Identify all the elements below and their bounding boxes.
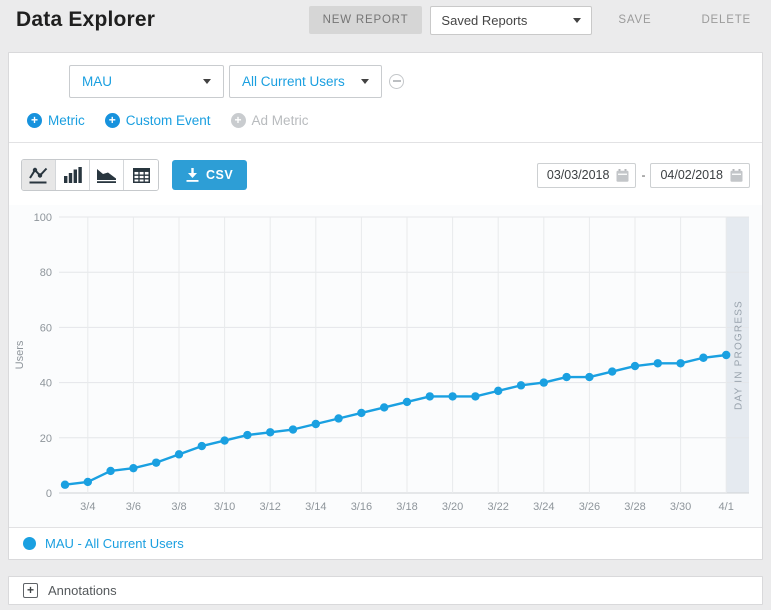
chart-type-line-button[interactable] bbox=[22, 160, 56, 190]
csv-label: CSV bbox=[206, 168, 234, 182]
svg-text:Users: Users bbox=[14, 340, 26, 369]
svg-text:40: 40 bbox=[40, 378, 52, 390]
header-actions: NEW REPORT Saved Reports SAVE DELETE bbox=[308, 5, 751, 35]
svg-text:3/30: 3/30 bbox=[670, 501, 691, 513]
svg-text:3/24: 3/24 bbox=[533, 501, 554, 513]
date-range-picker: 03/03/2018 - 04/02/2018 bbox=[536, 162, 750, 188]
save-button[interactable]: SAVE bbox=[618, 14, 652, 26]
svg-text:3/6: 3/6 bbox=[126, 501, 141, 513]
add-metric-button[interactable]: + Metric bbox=[27, 113, 85, 128]
svg-text:3/22: 3/22 bbox=[487, 501, 508, 513]
segment-dropdown[interactable]: All Current Users bbox=[229, 65, 382, 98]
chevron-down-icon bbox=[203, 79, 211, 84]
chart-area: 0 20 40 60 80 100 3/4 3/6 3/8 3/10 3/12 3/14 3/16 3/1… bbox=[9, 205, 762, 527]
svg-text:3/12: 3/12 bbox=[259, 501, 280, 513]
date-end-value: 04/02/2018 bbox=[660, 168, 723, 182]
svg-text:20: 20 bbox=[40, 433, 52, 445]
annotations-label: Annotations bbox=[48, 583, 117, 598]
svg-text:0: 0 bbox=[46, 488, 52, 500]
legend-dot bbox=[23, 537, 36, 550]
svg-text:80: 80 bbox=[40, 267, 52, 279]
add-custom-event-label: Custom Event bbox=[125, 113, 211, 128]
svg-text:3/14: 3/14 bbox=[305, 501, 326, 513]
plus-icon: + bbox=[104, 113, 120, 128]
bar-chart-icon bbox=[63, 167, 82, 183]
metric-dropdown[interactable]: MAU bbox=[69, 65, 224, 98]
svg-text:3/28: 3/28 bbox=[624, 501, 645, 513]
add-metric-label: Metric bbox=[48, 113, 85, 128]
remove-metric-button[interactable] bbox=[389, 74, 404, 89]
table-icon bbox=[132, 167, 150, 183]
delete-button[interactable]: DELETE bbox=[701, 14, 751, 26]
date-range-separator: - bbox=[641, 168, 646, 182]
date-start-value: 03/03/2018 bbox=[546, 168, 610, 182]
download-icon bbox=[186, 168, 199, 182]
svg-text:DAY IN PROGRESS: DAY IN PROGRESS bbox=[734, 300, 745, 410]
svg-text:3/8: 3/8 bbox=[171, 501, 186, 513]
svg-text:4/1: 4/1 bbox=[719, 501, 734, 513]
page-title: Data Explorer bbox=[16, 8, 156, 31]
legend-series-label[interactable]: MAU - All Current Users bbox=[45, 536, 184, 551]
svg-text:3/26: 3/26 bbox=[579, 501, 600, 513]
segment-dropdown-value: All Current Users bbox=[242, 74, 345, 89]
add-custom-event-button[interactable]: + Custom Event bbox=[104, 113, 211, 128]
chart-legend: MAU - All Current Users bbox=[9, 527, 762, 559]
chevron-down-icon bbox=[361, 79, 369, 84]
calendar-icon bbox=[616, 168, 629, 182]
csv-export-button[interactable]: CSV bbox=[172, 160, 248, 190]
area-chart-icon bbox=[97, 168, 116, 183]
add-ad-metric-label: Ad Metric bbox=[251, 113, 309, 128]
saved-reports-value: Saved Reports bbox=[441, 12, 528, 28]
date-end-input[interactable]: 04/02/2018 bbox=[650, 162, 750, 188]
expand-icon: + bbox=[23, 583, 38, 598]
svg-text:3/20: 3/20 bbox=[442, 501, 463, 513]
chart-type-bar-button[interactable] bbox=[56, 160, 90, 190]
section-divider bbox=[9, 142, 762, 143]
chevron-down-icon bbox=[573, 17, 582, 23]
chart-toolbar: CSV 03/03/2018 - 04/02/2018 bbox=[9, 143, 762, 201]
chart-type-table-button[interactable] bbox=[124, 160, 158, 190]
plus-icon: + bbox=[230, 113, 246, 128]
svg-text:60: 60 bbox=[40, 322, 52, 334]
calendar-icon bbox=[730, 168, 743, 182]
saved-reports-select[interactable]: Saved Reports bbox=[430, 5, 593, 35]
svg-text:3/16: 3/16 bbox=[351, 501, 372, 513]
add-ad-metric-button-disabled: + Ad Metric bbox=[230, 113, 309, 128]
annotations-toggle[interactable]: + Annotations bbox=[8, 576, 763, 605]
chart-type-switcher bbox=[21, 159, 159, 191]
metric-dropdown-value: MAU bbox=[82, 74, 112, 89]
new-report-button[interactable]: NEW REPORT bbox=[308, 6, 423, 34]
svg-text:3/10: 3/10 bbox=[214, 501, 235, 513]
plus-icon: + bbox=[27, 113, 42, 128]
top-bar: Data Explorer NEW REPORT Saved Reports S… bbox=[0, 0, 771, 40]
mau-line-chart[interactable]: 0 20 40 60 80 100 3/4 3/6 3/8 3/10 3/12 3/14 3/16 3/1… bbox=[9, 205, 762, 527]
svg-text:100: 100 bbox=[34, 212, 52, 224]
svg-text:3/18: 3/18 bbox=[396, 501, 417, 513]
report-panel: MAU All Current Users + Metric + Custom … bbox=[8, 52, 763, 560]
metric-selector-section: MAU All Current Users + Metric + Custom … bbox=[9, 53, 762, 142]
date-start-input[interactable]: 03/03/2018 bbox=[536, 162, 637, 188]
chart-type-area-button[interactable] bbox=[90, 160, 124, 190]
svg-text:3/4: 3/4 bbox=[80, 501, 95, 513]
line-chart-icon bbox=[29, 167, 48, 183]
